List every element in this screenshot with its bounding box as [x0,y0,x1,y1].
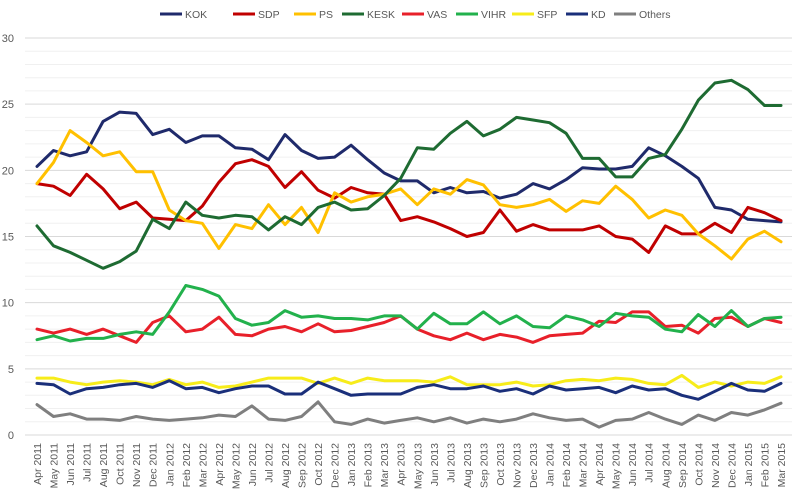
x-tick-label: Mar 2012 [197,443,209,488]
x-tick-label: Jul 2011 [82,443,94,482]
legend-label: SFP [537,9,557,21]
x-tick-label: Apr 2011 [32,443,44,485]
legend-label: Others [639,9,671,21]
x-tick-label: Jun 2013 [429,443,441,486]
x-tick-label: Jun 2014 [627,443,639,486]
x-tick-label: Aug 2013 [462,443,474,488]
series-line-kd [35,379,783,401]
series-line-sfp [35,373,783,389]
x-tick-label: Mar 2014 [578,443,590,488]
y-tick-label: 10 [2,298,14,310]
series-line-vihr [35,284,783,343]
x-tick-label: Dec 2012 [330,443,342,488]
legend-item-kesk: KESK [342,9,395,21]
x-tick-label: Oct 2013 [495,443,507,486]
legend-label: PS [319,9,333,21]
x-axis: Apr 2011 May 2011 Jun 2011 Jul 2011 Aug 2011… [32,443,788,489]
legend-item-sdp: SDP [233,9,280,21]
series-line-others [35,400,783,429]
x-tick-label: Aug 2011 [98,443,110,487]
y-tick-label: 25 [2,99,14,111]
x-tick-label: May 2014 [611,443,623,489]
x-tick-label: Jul 2012 [263,443,275,483]
x-tick-label: Oct 2011 [115,443,127,485]
x-tick-label: Apr 2012 [214,443,226,486]
x-tick-label: Jan 2013 [346,443,358,486]
x-tick-label: Dec 2014 [726,443,738,488]
legend: KOK SDP PS KESK VAS VIHR SFP KD Others [160,9,671,21]
legend-label: VIHR [481,9,507,21]
series-line-vas [35,310,783,344]
x-tick-label: Oct 2012 [313,443,325,486]
x-tick-label: Aug 2014 [660,443,672,488]
legend-item-vas: VAS [402,9,447,21]
x-tick-label: Nov 2011 [131,443,143,487]
legend-item-sfp: SFP [512,9,557,21]
series-line-ps [35,129,783,261]
gridlines [25,37,792,436]
x-tick-label: Jan 2012 [164,443,176,486]
x-tick-label: Feb 2014 [561,443,573,488]
x-tick-label: Jul 2013 [445,443,457,483]
x-tick-label: Mar 2015 [776,443,788,488]
x-tick-label: Sep 2012 [297,443,309,488]
legend-item-ps: PS [294,9,333,21]
x-tick-label: Nov 2014 [710,443,722,488]
series-line-sdp [35,158,783,254]
x-tick-label: Nov 2013 [511,443,523,488]
x-tick-label: Sep 2013 [478,443,490,488]
x-tick-label: May 2013 [412,443,424,489]
x-tick-label: Apr 2014 [594,443,606,486]
x-tick-label: Apr 2013 [396,443,408,486]
x-tick-label: Aug 2012 [280,443,292,488]
x-tick-label: Jan 2015 [743,443,755,486]
x-tick-label: Feb 2012 [181,443,193,488]
x-tick-label: Oct 2014 [693,443,705,486]
y-tick-label: 5 [8,364,14,376]
legend-item-others: Others [614,9,671,21]
y-tick-label: 20 [2,165,14,177]
series-line-kesk [35,78,783,270]
legend-item-vihr: VIHR [456,9,507,21]
x-tick-label: Jan 2014 [545,443,557,486]
x-tick-label: May 2012 [230,443,242,489]
x-tick-label: Jun 2012 [247,443,259,486]
series-lines [35,78,783,429]
series-line-kok [35,110,783,224]
legend-label: KD [591,9,606,21]
x-tick-label: Dec 2013 [528,443,540,488]
x-tick-label: Feb 2013 [363,443,375,488]
legend-label: KESK [367,9,395,21]
legend-label: VAS [427,9,447,21]
x-tick-label: Mar 2013 [379,443,391,488]
y-tick-label: 15 [2,232,14,244]
x-tick-label: May 2011 [49,443,61,488]
y-tick-label: 30 [2,33,14,45]
x-tick-label: Jul 2014 [644,443,656,483]
y-axis: 0 5 10 15 20 25 30 [2,33,14,442]
x-tick-label: Dec 2011 [148,443,160,487]
legend-item-kd: KD [566,9,606,21]
legend-label: KOK [185,9,207,21]
x-tick-label: Sep 2014 [677,443,689,488]
x-tick-label: Feb 2015 [759,443,771,488]
y-tick-label: 0 [8,430,14,442]
legend-item-kok: KOK [160,9,207,21]
legend-label: SDP [258,9,280,21]
x-tick-label: Jun 2011 [65,443,77,486]
